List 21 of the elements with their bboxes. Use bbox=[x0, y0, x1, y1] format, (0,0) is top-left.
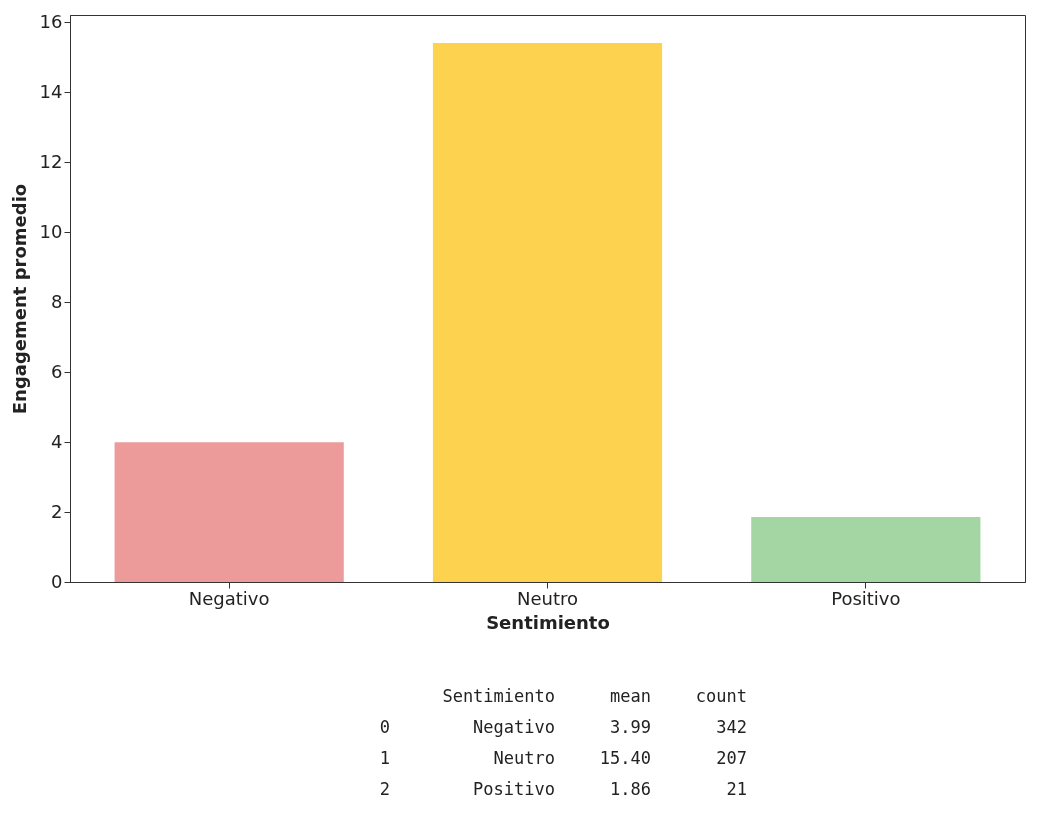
y-tick-label: 8 bbox=[51, 290, 63, 312]
x-tick-label: Positivo bbox=[831, 587, 901, 609]
y-tick-label: 0 bbox=[51, 570, 63, 592]
y-tick-label: 10 bbox=[39, 220, 63, 242]
text: 1 Neutro 15.40 207 bbox=[379, 748, 747, 768]
bar bbox=[751, 516, 981, 582]
text: 2 Positivo 1.86 21 bbox=[379, 779, 747, 799]
bar bbox=[114, 442, 344, 582]
x-tick-label: Negativo bbox=[188, 587, 270, 609]
y-tick-label: 6 bbox=[51, 360, 63, 382]
y-tick-label: 2 bbox=[51, 500, 63, 522]
y-tick-label: 14 bbox=[39, 80, 63, 102]
bar bbox=[432, 43, 663, 582]
y-tick-label: 4 bbox=[51, 430, 63, 452]
y-axis-title: Engagement promedio bbox=[8, 183, 30, 415]
y-tick-label: 12 bbox=[39, 150, 63, 172]
text: 0 Negativo 3.99 342 bbox=[379, 717, 747, 737]
text: Sentimiento mean count bbox=[442, 686, 747, 706]
x-tick-label: Neutro bbox=[516, 587, 579, 609]
y-tick-label: 16 bbox=[39, 10, 63, 32]
x-axis-title: Sentimiento bbox=[486, 611, 610, 633]
